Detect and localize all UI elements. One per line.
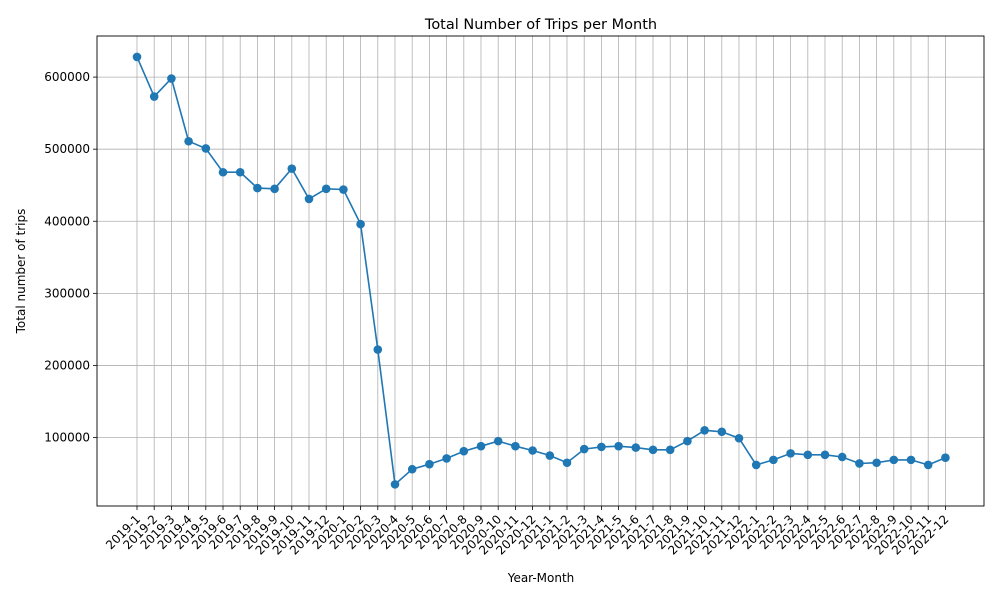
data-point — [906, 455, 916, 465]
data-point — [648, 445, 658, 455]
y-tick-label: 100000 — [44, 431, 90, 445]
data-point — [786, 449, 795, 458]
x-axis-ticks: 2019-12019-22019-32019-42019-52019-62019… — [103, 506, 952, 558]
data-point — [855, 459, 864, 468]
series-points — [132, 52, 950, 489]
data-point — [820, 450, 830, 460]
data-point — [201, 144, 211, 153]
data-point — [665, 445, 675, 455]
data-point — [321, 184, 331, 194]
data-point — [511, 441, 520, 451]
x-axis-label: Year-Month — [507, 571, 575, 585]
plot-area-frame — [96, 35, 985, 507]
data-point — [425, 459, 434, 469]
data-point — [356, 219, 365, 229]
data-point — [769, 455, 778, 465]
data-point — [889, 455, 899, 465]
data-point — [390, 480, 400, 489]
data-point — [235, 167, 245, 177]
data-point — [476, 441, 486, 451]
data-point — [683, 436, 692, 446]
data-point — [803, 450, 813, 460]
data-point — [270, 184, 279, 194]
data-point — [614, 441, 623, 451]
data-point — [253, 183, 262, 193]
y-tick-label: 400000 — [44, 214, 90, 228]
y-tick-label: 200000 — [44, 358, 90, 372]
data-point — [872, 458, 881, 468]
grid-lines — [97, 36, 984, 506]
data-point — [700, 426, 709, 435]
data-point — [717, 427, 727, 437]
data-point — [149, 92, 159, 101]
data-point — [167, 74, 176, 83]
data-point — [528, 446, 537, 455]
data-point — [493, 436, 503, 446]
data-point — [837, 452, 847, 462]
y-tick-label: 300000 — [44, 286, 90, 300]
data-point — [407, 464, 417, 474]
data-point — [579, 444, 589, 454]
data-point — [184, 136, 193, 146]
data-point — [442, 454, 451, 463]
y-axis-label: Total number of trips — [14, 209, 28, 335]
data-point — [373, 345, 383, 354]
data-point — [287, 164, 297, 173]
data-point — [304, 194, 314, 204]
data-point — [597, 442, 606, 452]
data-point — [941, 453, 950, 463]
chart-title: Total Number of Trips per Month — [424, 17, 657, 33]
data-point — [459, 446, 469, 456]
y-axis-ticks: 100000 200000 300000 400000 500000 600000 — [44, 70, 97, 445]
data-point — [734, 433, 744, 443]
data-point — [751, 460, 761, 470]
data-point — [562, 458, 572, 468]
data-point — [923, 460, 933, 470]
data-point — [218, 167, 228, 177]
data-point — [339, 185, 348, 194]
y-tick-label: 500000 — [44, 142, 90, 156]
data-point — [545, 451, 555, 460]
y-tick-label: 600000 — [44, 70, 90, 84]
data-point — [132, 52, 142, 62]
data-point — [631, 443, 641, 452]
